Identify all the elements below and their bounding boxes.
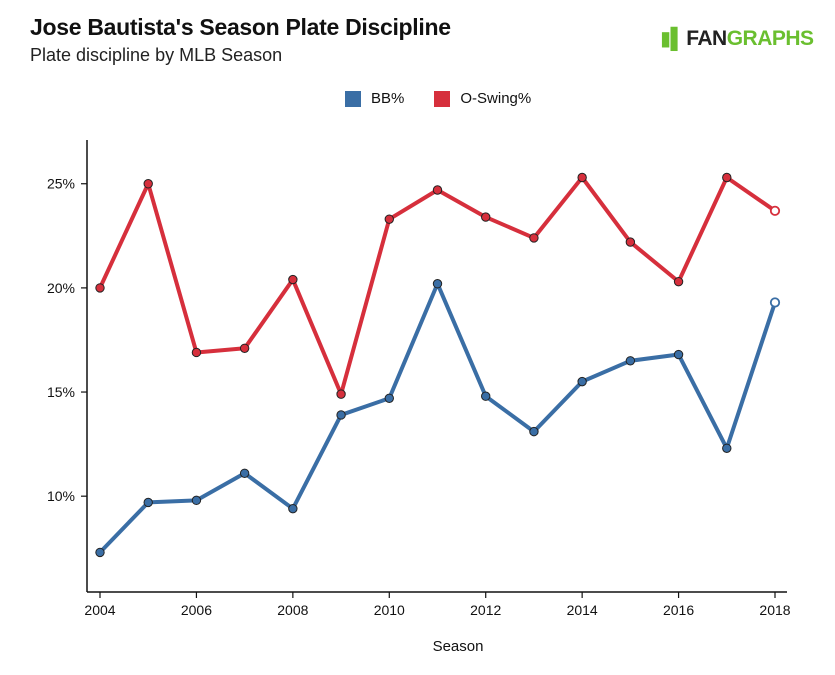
- data-point-oswing[interactable]: [384, 214, 394, 224]
- data-point-oswing[interactable]: [529, 233, 539, 243]
- legend-swatch-bb: [345, 90, 361, 107]
- data-point-oswing[interactable]: [336, 389, 346, 399]
- data-point-oswing[interactable]: [673, 276, 684, 287]
- data-point-bb[interactable]: [336, 410, 346, 420]
- x-tick-label: 2008: [277, 602, 308, 618]
- chart-title: Jose Bautista's Season Plate Discipline: [30, 14, 451, 40]
- data-point-bb[interactable]: [432, 279, 443, 289]
- legend-swatch-oswing: [434, 90, 451, 107]
- data-point-oswing[interactable]: [577, 172, 587, 183]
- fangraphs-bars-icon: ▮▌: [660, 28, 685, 50]
- data-point-oswing[interactable]: [481, 212, 491, 222]
- x-tick-label: 2006: [181, 602, 212, 618]
- data-point-bb[interactable]: [384, 393, 394, 403]
- data-point-oswing[interactable]: [288, 274, 298, 285]
- logo-text-fan: FAN: [686, 26, 727, 50]
- chart-series: [95, 172, 781, 558]
- x-tick-label: 2016: [663, 602, 694, 618]
- y-tick-label: 10%: [47, 488, 75, 504]
- fangraphs-logo: ▮▌ FAN GRAPHS: [660, 26, 814, 51]
- data-point-bb[interactable]: [625, 356, 636, 366]
- legend-item-oswing: O-Swing%: [434, 90, 531, 107]
- data-point-bb[interactable]: [722, 443, 732, 453]
- x-tick-label: 2010: [374, 602, 405, 618]
- data-point-oswing[interactable]: [143, 179, 153, 189]
- series-line-bb: [98, 281, 777, 555]
- x-tick-label: 2014: [567, 602, 598, 618]
- chart-legend: BB% O-Swing%: [345, 90, 561, 107]
- data-point-oswing[interactable]: [239, 343, 250, 353]
- logo-text-graphs: GRAPHS: [726, 26, 814, 50]
- data-point-bb[interactable]: [191, 495, 202, 506]
- legend-label-bb: BB%: [371, 90, 405, 107]
- data-point-bb[interactable]: [143, 497, 153, 508]
- data-point-bb[interactable]: [529, 426, 539, 437]
- data-point-oswing[interactable]: [625, 237, 636, 247]
- data-point-bb[interactable]: [95, 547, 105, 558]
- data-point-bb[interactable]: [673, 349, 684, 360]
- data-point-oswing[interactable]: [432, 185, 443, 195]
- data-point-oswing[interactable]: [191, 347, 202, 358]
- y-tick-label: 25%: [47, 176, 75, 192]
- data-point-oswing[interactable]: [722, 172, 732, 183]
- chart-subtitle: Plate discipline by MLB Season: [30, 45, 283, 65]
- x-axis-title: Season: [433, 638, 484, 655]
- chart-axes: 10% 15% 20% 25% 2004 2006 2008 2010 2012 2014 2016…: [47, 140, 791, 618]
- y-tick-label: 20%: [47, 280, 75, 296]
- data-point-oswing[interactable]: [95, 283, 105, 293]
- x-tick-label: 2012: [470, 602, 501, 618]
- data-point-bb[interactable]: [769, 297, 781, 308]
- data-point-bb[interactable]: [239, 468, 250, 478]
- data-point-bb[interactable]: [481, 391, 491, 401]
- x-tick-label: 2018: [759, 602, 790, 618]
- y-tick-label: 15%: [47, 384, 75, 400]
- data-point-bb[interactable]: [577, 376, 587, 387]
- legend-item-bb: BB%: [345, 90, 404, 107]
- legend-label-oswing: O-Swing%: [460, 90, 532, 107]
- x-tick-label: 2004: [84, 602, 115, 618]
- data-point-oswing[interactable]: [769, 205, 781, 216]
- data-point-bb[interactable]: [288, 503, 298, 514]
